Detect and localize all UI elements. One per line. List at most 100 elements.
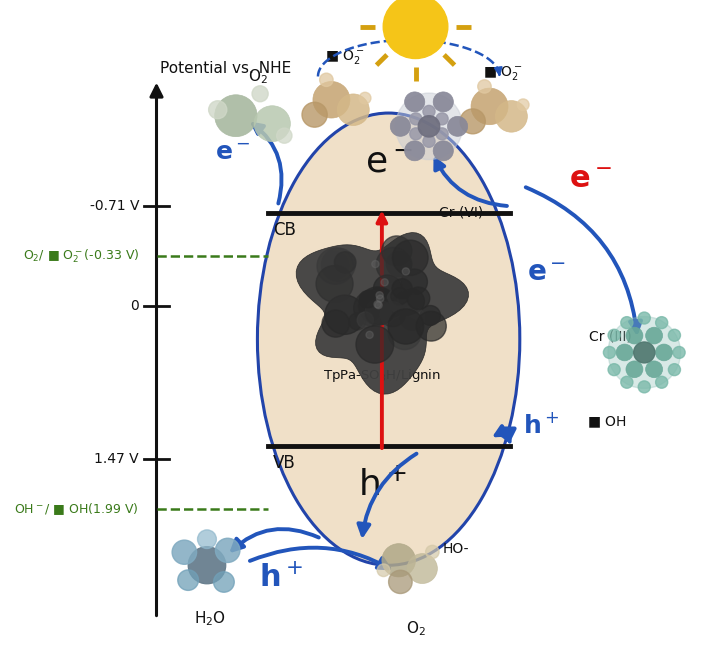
Circle shape: [359, 291, 377, 308]
Circle shape: [626, 361, 643, 378]
Circle shape: [197, 530, 216, 549]
Circle shape: [390, 116, 410, 136]
Circle shape: [405, 141, 425, 161]
Circle shape: [426, 545, 439, 559]
Text: 1.47 V: 1.47 V: [94, 452, 139, 466]
Circle shape: [277, 128, 292, 143]
Text: h$^+$: h$^+$: [357, 468, 406, 503]
Circle shape: [387, 288, 412, 313]
Circle shape: [384, 0, 448, 59]
Circle shape: [402, 268, 410, 275]
Circle shape: [436, 128, 448, 140]
Circle shape: [373, 275, 402, 303]
Circle shape: [668, 364, 681, 376]
Text: TpPa-SO$_3$H/Lignin: TpPa-SO$_3$H/Lignin: [323, 367, 441, 384]
Circle shape: [215, 95, 257, 137]
Circle shape: [517, 99, 529, 110]
Circle shape: [447, 116, 468, 136]
Circle shape: [608, 364, 620, 376]
Circle shape: [349, 313, 366, 330]
Circle shape: [423, 135, 435, 148]
Circle shape: [354, 291, 389, 326]
Circle shape: [460, 109, 485, 134]
Circle shape: [405, 92, 425, 112]
Circle shape: [214, 572, 234, 593]
Circle shape: [375, 301, 382, 309]
Circle shape: [392, 279, 413, 299]
Circle shape: [359, 92, 371, 104]
Circle shape: [410, 113, 422, 125]
Circle shape: [638, 381, 650, 393]
Circle shape: [603, 346, 616, 358]
Circle shape: [313, 82, 350, 118]
Circle shape: [357, 312, 373, 328]
Circle shape: [673, 346, 685, 358]
Text: $\blacksquare$ O$_2^-$: $\blacksquare$ O$_2^-$: [483, 64, 523, 82]
Circle shape: [420, 305, 440, 325]
Circle shape: [655, 376, 668, 388]
Circle shape: [471, 88, 508, 125]
Text: O$_2$/ $\blacksquare$ O$_2^-$(-0.33 V): O$_2$/ $\blacksquare$ O$_2^-$(-0.33 V): [22, 247, 139, 265]
Circle shape: [381, 279, 389, 286]
Circle shape: [302, 102, 327, 127]
Circle shape: [407, 553, 437, 584]
Text: OH$^-$/ $\blacksquare$ OH(1.99 V): OH$^-$/ $\blacksquare$ OH(1.99 V): [14, 501, 139, 517]
Circle shape: [391, 287, 408, 305]
Polygon shape: [297, 233, 468, 394]
Circle shape: [386, 251, 412, 277]
Text: O$_2$: O$_2$: [247, 67, 268, 86]
Circle shape: [337, 94, 369, 126]
Circle shape: [433, 92, 453, 112]
Circle shape: [254, 106, 291, 142]
Circle shape: [608, 329, 620, 341]
Text: h$^+$: h$^+$: [259, 564, 303, 593]
Circle shape: [416, 311, 447, 341]
Text: -0.71 V: -0.71 V: [89, 199, 139, 213]
Circle shape: [388, 309, 423, 344]
Text: CB: CB: [273, 221, 296, 239]
Text: $\blacksquare$ O$_2^-$: $\blacksquare$ O$_2^-$: [325, 47, 364, 66]
Text: H$_2$O: H$_2$O: [194, 609, 226, 628]
Circle shape: [621, 317, 633, 329]
Circle shape: [626, 327, 643, 344]
Circle shape: [316, 265, 353, 302]
Circle shape: [668, 329, 681, 341]
Circle shape: [317, 248, 354, 284]
Circle shape: [209, 101, 227, 119]
Text: h$^+$: h$^+$: [523, 413, 560, 438]
Text: e$^-$: e$^-$: [365, 146, 413, 180]
Circle shape: [252, 86, 268, 102]
Circle shape: [392, 240, 428, 275]
Circle shape: [372, 261, 379, 267]
Circle shape: [433, 141, 453, 161]
Circle shape: [320, 73, 333, 86]
Circle shape: [215, 538, 240, 563]
Circle shape: [395, 93, 463, 160]
Circle shape: [188, 547, 225, 584]
Circle shape: [382, 544, 415, 577]
Circle shape: [495, 100, 527, 132]
Text: VB: VB: [273, 454, 296, 471]
Text: 0: 0: [130, 299, 139, 313]
Circle shape: [178, 570, 199, 591]
Circle shape: [634, 342, 655, 363]
Circle shape: [325, 295, 365, 334]
Circle shape: [376, 295, 384, 303]
Circle shape: [388, 317, 421, 350]
Circle shape: [646, 327, 663, 344]
Text: e$^-$: e$^-$: [569, 165, 612, 194]
Circle shape: [394, 291, 418, 316]
Circle shape: [380, 302, 405, 327]
Circle shape: [377, 564, 390, 577]
Circle shape: [655, 317, 668, 329]
Text: HO-: HO-: [443, 541, 469, 556]
Circle shape: [407, 287, 430, 309]
Circle shape: [334, 252, 356, 273]
Circle shape: [616, 344, 633, 361]
Circle shape: [436, 113, 448, 125]
Circle shape: [621, 376, 633, 388]
Circle shape: [638, 312, 650, 324]
Circle shape: [381, 236, 412, 266]
Text: Potential vs. NHE: Potential vs. NHE: [160, 61, 291, 76]
Circle shape: [608, 317, 681, 388]
